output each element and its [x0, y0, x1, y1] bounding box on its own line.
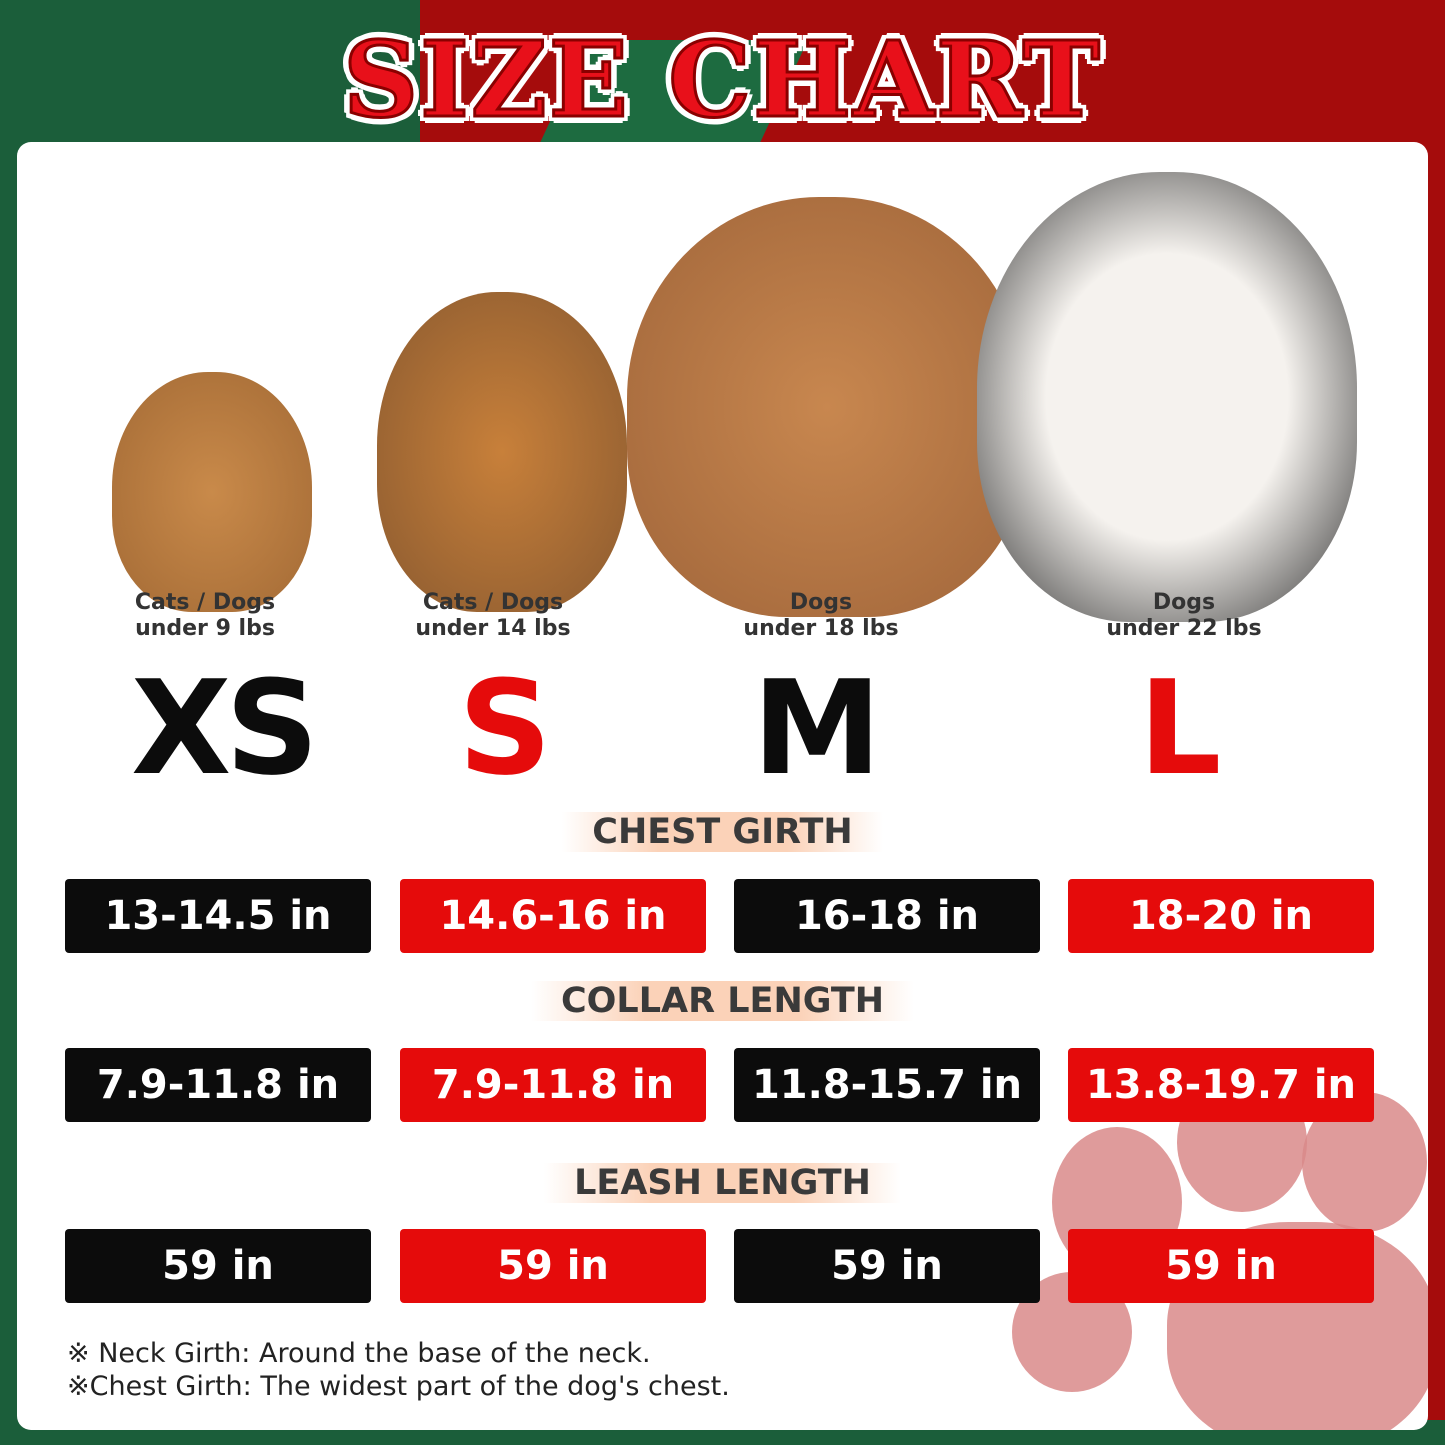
chest-girth-header: CHEST GIRTH — [17, 812, 1428, 852]
collar-length-header: COLLAR LENGTH — [17, 981, 1428, 1021]
page-title: SIZE CHART — [342, 17, 1102, 143]
leash-xs: 59 in — [65, 1229, 371, 1303]
collar-xs: 7.9-11.8 in — [65, 1048, 371, 1122]
caption-line: Dogs — [1152, 590, 1216, 615]
collar-l: 13.8-19.7 in — [1068, 1048, 1374, 1122]
leash-l: 59 in — [1068, 1229, 1374, 1303]
note-chest-girth: ※Chest Girth: The widest part of the dog… — [67, 1371, 730, 1402]
size-label-s: S — [458, 652, 552, 804]
caption-line: Cats / Dogs — [422, 590, 564, 615]
chest-l: 18-20 in — [1068, 879, 1374, 953]
caption-line: under 18 lbs — [743, 616, 899, 641]
collar-m: 11.8-15.7 in — [734, 1048, 1040, 1122]
cat-photo — [112, 372, 312, 612]
note-neck-girth: ※ Neck Girth: Around the base of the nec… — [67, 1338, 651, 1369]
caption-line: Cats / Dogs — [134, 590, 276, 615]
caption-line: under 22 lbs — [1106, 616, 1262, 641]
chest-s: 14.6-16 in — [400, 879, 706, 953]
size-label-m: M — [752, 652, 881, 804]
caption-line: Dogs — [789, 590, 853, 615]
collar-s: 7.9-11.8 in — [400, 1048, 706, 1122]
yorkie-photo — [377, 292, 627, 612]
caption-s: Cats / Dogs under 14 lbs — [343, 590, 643, 642]
boston-terrier-photo — [977, 172, 1357, 622]
header-text: LEASH LENGTH — [544, 1163, 901, 1203]
caption-m: Dogs under 18 lbs — [671, 590, 971, 642]
size-label-xs: XS — [131, 652, 319, 804]
leash-s: 59 in — [400, 1229, 706, 1303]
leash-m: 59 in — [734, 1229, 1040, 1303]
poodle-photo — [627, 197, 1027, 617]
caption-xs: Cats / Dogs under 9 lbs — [55, 590, 355, 642]
caption-line: under 9 lbs — [135, 616, 275, 641]
caption-line: under 14 lbs — [415, 616, 571, 641]
size-chart-card: Cats / Dogs under 9 lbs Cats / Dogs under … — [17, 142, 1428, 1430]
chest-m: 16-18 in — [734, 879, 1040, 953]
header-text: CHEST GIRTH — [562, 812, 883, 852]
size-label-l: L — [1138, 652, 1222, 804]
leash-length-header: LEASH LENGTH — [17, 1163, 1428, 1203]
chest-xs: 13-14.5 in — [65, 879, 371, 953]
caption-l: Dogs under 22 lbs — [1034, 590, 1334, 642]
header-text: COLLAR LENGTH — [530, 981, 915, 1021]
